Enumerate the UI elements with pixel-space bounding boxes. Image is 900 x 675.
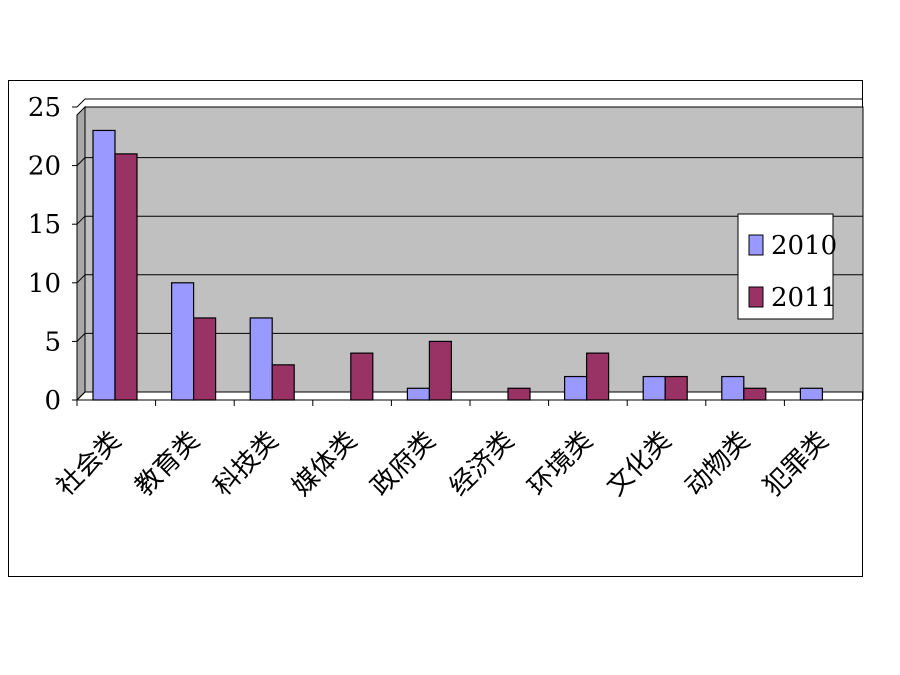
x-category-label: 政府类	[365, 426, 441, 502]
bar-2011-4	[350, 352, 374, 401]
gridline-depth	[76, 98, 86, 108]
legend-label-2011: 2011	[771, 283, 837, 313]
y-axis: 0 5 10 15 20 25	[28, 93, 78, 416]
y-tick-label: 0	[44, 386, 61, 416]
y-tick-label: 5	[44, 327, 61, 357]
bars	[92, 129, 824, 401]
x-category-label: 媒体类	[287, 426, 363, 502]
bar-2010-2	[171, 282, 195, 401]
gridline-depth	[76, 333, 86, 342]
x-category-label: 文化类	[601, 426, 677, 502]
bar-2011-1	[114, 153, 138, 401]
bar-2010-3	[249, 317, 273, 401]
legend-swatch-2010	[748, 234, 764, 256]
y-tick-label: 10	[28, 269, 61, 299]
bar-2011-8	[664, 375, 688, 401]
gridline-depth	[76, 274, 86, 284]
legend-swatch-2011	[748, 286, 764, 308]
bar-2011-6	[507, 387, 531, 401]
y-tick-label: 15	[28, 210, 61, 240]
x-category-label: 社会类	[51, 426, 127, 502]
gridline-depth	[76, 215, 86, 225]
bar-2010-5	[406, 387, 430, 401]
x-category-label: 环境类	[522, 426, 598, 502]
bar-2010-10	[799, 387, 824, 401]
legend-label-2010: 2010	[771, 231, 837, 261]
bar-2010-7	[563, 375, 588, 401]
plot-area	[76, 98, 864, 402]
y-tick-label: 25	[28, 93, 61, 123]
x-category-label: 科技类	[208, 426, 284, 502]
x-category-label: 经济类	[444, 426, 520, 502]
gridline-depth	[76, 157, 86, 166]
bar-2011-2	[193, 317, 217, 401]
bar-2010-1	[92, 129, 116, 401]
bar-2011-5	[428, 340, 452, 401]
legend: 2010 2011	[737, 213, 837, 320]
x-axis-depth	[76, 391, 86, 401]
bar-2010-9	[721, 375, 745, 401]
x-category-label: 动物类	[680, 426, 756, 502]
bar-2011-3	[271, 364, 295, 401]
bar-2011-9	[743, 387, 767, 401]
bar-2010-8	[642, 375, 666, 401]
plot-side-wall	[76, 105, 86, 402]
x-axis: 社会类 教育类 科技类 媒体类 政府类 经济类 环境类 文化类 动物类 犯罪类	[51, 391, 864, 502]
x-category-label: 教育类	[129, 426, 205, 502]
x-category-label: 犯罪类	[758, 426, 834, 502]
y-tick-label: 20	[28, 152, 61, 182]
bar-2011-7	[585, 352, 610, 401]
